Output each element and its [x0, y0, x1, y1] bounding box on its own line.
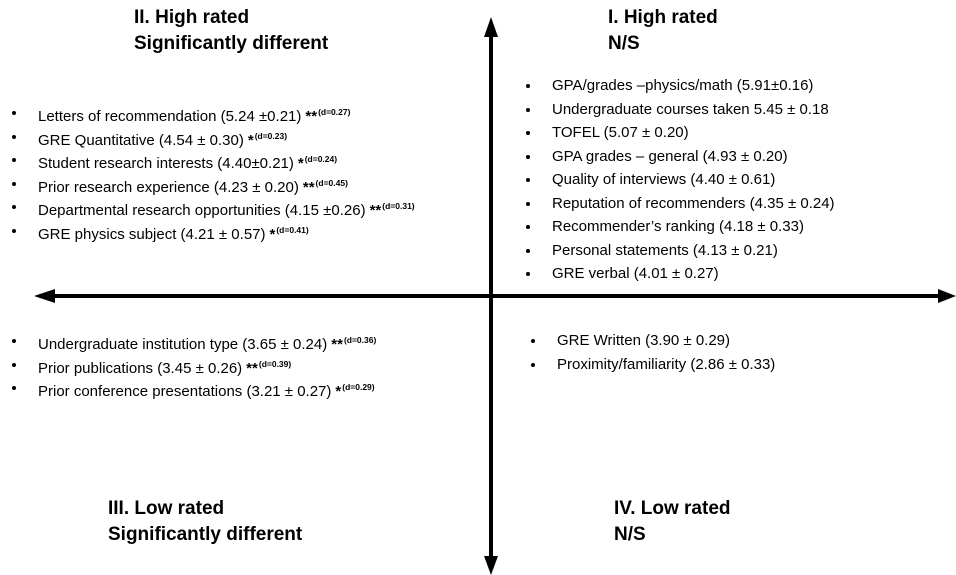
item-label: Prior research experience (4.23 ± 0.20) — [38, 178, 299, 196]
quadrant-iv-title: IV. Low rated N/S — [614, 496, 731, 548]
quadrant-iii-title: III. Low rated Significantly different — [108, 496, 302, 548]
effect-size: (d=0.41) — [276, 224, 309, 235]
item-label: GPA/grades –physics/math (5.91±0.16) — [552, 77, 814, 94]
quadrant-iv-list: GRE Written (3.90 ± 0.29) Proximity/fami… — [527, 329, 775, 376]
list-item: Undergraduate institution type (3.65 ± 0… — [8, 329, 376, 353]
significance-stars: ** — [302, 178, 315, 196]
list-item: Quality of interviews (4.40 ± 0.61) — [522, 168, 835, 192]
effect-size: (d=0.45) — [315, 177, 348, 188]
vertical-axis-arrow-top — [484, 17, 498, 37]
list-item: GPA/grades –physics/math (5.91±0.16) — [522, 74, 835, 98]
list-item: GPA grades – general (4.93 ± 0.20) — [522, 145, 835, 169]
significance-stars: * — [335, 383, 342, 400]
effect-size: (d=0.39) — [258, 358, 292, 369]
item-label: Reputation of recommenders (4.35 ± 0.24) — [552, 194, 835, 212]
item-label: Student research interests (4.40±0.21) — [38, 155, 294, 172]
effect-size: (d=0.29) — [342, 382, 375, 392]
item-label: Personal statements (4.13 ± 0.21) — [552, 241, 778, 259]
item-label: GRE Written (3.90 ± 0.29) — [557, 332, 731, 349]
quadrant-i-list: GPA/grades –physics/math (5.91±0.16) Und… — [522, 74, 835, 286]
quadrant-ii-heading: II. High rated — [134, 7, 250, 28]
quadrant-i-heading: I. High rated — [608, 7, 718, 28]
item-label: Departmental research opportunities (4.1… — [38, 202, 366, 219]
significance-stars: ** — [246, 359, 258, 377]
effect-size: (d=0.36) — [343, 335, 377, 345]
list-item: GRE Written (3.90 ± 0.29) — [527, 329, 775, 353]
list-item: Prior publications (3.45 ± 0.26) **(d=0.3… — [8, 353, 376, 377]
significance-stars: ** — [331, 336, 343, 353]
quadrant-ii-subheading: Significantly different — [134, 33, 329, 54]
quadrant-iii-heading: III. Low rated — [108, 498, 225, 519]
item-label: Undergraduate courses taken 5.45 ± 0.18 — [552, 100, 829, 118]
list-item: Departmental research opportunities (4.1… — [8, 195, 415, 219]
list-item: Personal statements (4.13 ± 0.21) — [522, 239, 835, 263]
item-label: Undergraduate institution type (3.65 ± 0… — [38, 336, 328, 353]
list-item: Student research interests (4.40±0.21) *(… — [8, 148, 415, 172]
list-item: Reputation of recommenders (4.35 ± 0.24) — [522, 192, 835, 216]
item-label: Proximity/familiarity (2.86 ± 0.33) — [557, 355, 776, 373]
horizontal-axis-arrow-left — [34, 289, 55, 303]
significance-stars: ** — [305, 108, 318, 125]
quadrant-i-title: I. High rated N/S — [608, 5, 718, 57]
item-label: TOFEL (5.07 ± 0.20) — [552, 124, 689, 141]
quadrant-ii-title: II. High rated Significantly different — [134, 5, 328, 57]
list-item: Letters of recommendation (5.24 ±0.21) **… — [8, 101, 415, 125]
item-label: GRE verbal (4.01 ± 0.27) — [552, 265, 719, 282]
item-label: GRE physics subject (4.21 ± 0.57) — [38, 225, 266, 243]
list-item: TOFEL (5.07 ± 0.20) — [522, 121, 835, 145]
quadrant-ii-list: Letters of recommendation (5.24 ±0.21) **… — [8, 101, 415, 243]
significance-stars: ** — [369, 202, 382, 219]
item-label: Prior publications (3.45 ± 0.26) — [38, 359, 243, 377]
quadrant-iii-subheading: Significantly different — [108, 524, 303, 545]
effect-size: (d=0.27) — [318, 107, 351, 117]
effect-size: (d=0.31) — [382, 201, 415, 211]
vertical-axis-arrow-bottom — [484, 556, 498, 575]
item-label: Prior conference presentations (3.21 ± 0… — [38, 383, 332, 400]
list-item: GRE verbal (4.01 ± 0.27) — [522, 262, 835, 286]
quadrant-iii-list: Undergraduate institution type (3.65 ± 0… — [8, 329, 376, 400]
quadrant-i-subheading: N/S — [608, 33, 640, 54]
list-item: Recommender’s ranking (4.18 ± 0.33) — [522, 215, 835, 239]
item-label: GPA grades – general (4.93 ± 0.20) — [552, 147, 788, 165]
quadrant-iv-subheading: N/S — [614, 524, 646, 545]
item-label: GRE Quantitative (4.54 ± 0.30) — [38, 131, 244, 149]
effect-size: (d=0.23) — [254, 130, 288, 141]
item-label: Letters of recommendation (5.24 ±0.21) — [38, 108, 302, 125]
item-label: Recommender’s ranking (4.18 ± 0.33) — [552, 218, 804, 235]
effect-size: (d=0.24) — [304, 154, 338, 164]
list-item: Prior conference presentations (3.21 ± 0… — [8, 376, 376, 400]
list-item: Prior research experience (4.23 ± 0.20) *… — [8, 172, 415, 196]
significance-stars: * — [297, 155, 304, 172]
list-item: Undergraduate courses taken 5.45 ± 0.18 — [522, 98, 835, 122]
significance-stars: * — [269, 225, 276, 243]
item-label: Quality of interviews (4.40 ± 0.61) — [552, 171, 776, 188]
list-item: GRE physics subject (4.21 ± 0.57) *(d=0.4… — [8, 219, 415, 243]
list-item: GRE Quantitative (4.54 ± 0.30) *(d=0.23) — [8, 125, 415, 149]
list-item: Proximity/familiarity (2.86 ± 0.33) — [527, 353, 775, 377]
significance-stars: * — [247, 131, 254, 149]
horizontal-axis-arrow-right — [938, 289, 956, 303]
quadrant-iv-heading: IV. Low rated — [614, 498, 731, 519]
